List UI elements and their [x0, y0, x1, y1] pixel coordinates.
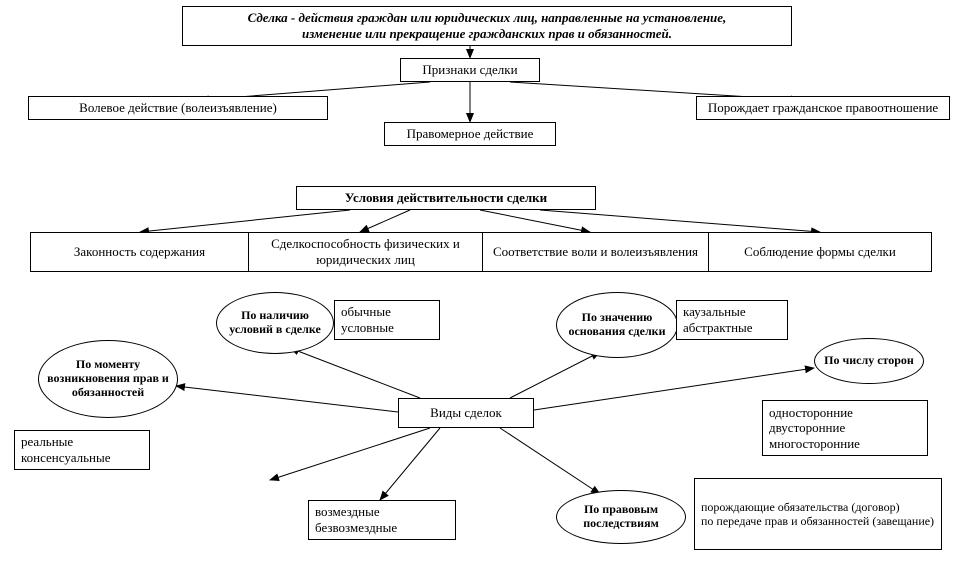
- sign-item-3: Порождает гражданское правоотношение: [696, 96, 950, 120]
- definition-line1: Сделка - действия граждан или юридически…: [248, 10, 727, 25]
- signs-title: Признаки сделки: [400, 58, 540, 82]
- sign-item-2: Правомерное действие: [384, 122, 556, 146]
- category-conditions: По наличию условий в сделке: [216, 292, 334, 354]
- validity-item-1: Законность содержания: [30, 232, 248, 272]
- category-consequences: По правовым последствиям: [556, 490, 686, 544]
- options-parties: односторонние двусторонние многосторонни…: [762, 400, 928, 456]
- category-basis: По значению основания сделки: [556, 292, 678, 358]
- validity-item-3: Соответствие воли и волеизъявления: [482, 232, 708, 272]
- definition-box: Сделка - действия граждан или юридически…: [182, 6, 792, 46]
- validity-item-2: Сделкоспособность физических и юридическ…: [248, 232, 482, 272]
- options-basis: каузальные абстрактные: [676, 300, 788, 340]
- options-compensation: возмездные безвозмездные: [308, 500, 456, 540]
- definition-line2: изменение или прекращение гражданских пр…: [302, 26, 672, 41]
- category-parties: По числу сторон: [814, 338, 924, 384]
- options-consequences: порождающие обязательства (договор) по п…: [694, 478, 942, 550]
- sign-item-1: Волевое действие (волеизъявление): [28, 96, 328, 120]
- validity-title: Условия действительности сделки: [296, 186, 596, 210]
- category-moment: По моменту возникновения прав и обязанно…: [38, 340, 178, 418]
- options-moment: реальные консенсуальные: [14, 430, 150, 470]
- types-center: Виды сделок: [398, 398, 534, 428]
- options-conditions: обычные условные: [334, 300, 440, 340]
- validity-item-4: Соблюдение формы сделки: [708, 232, 932, 272]
